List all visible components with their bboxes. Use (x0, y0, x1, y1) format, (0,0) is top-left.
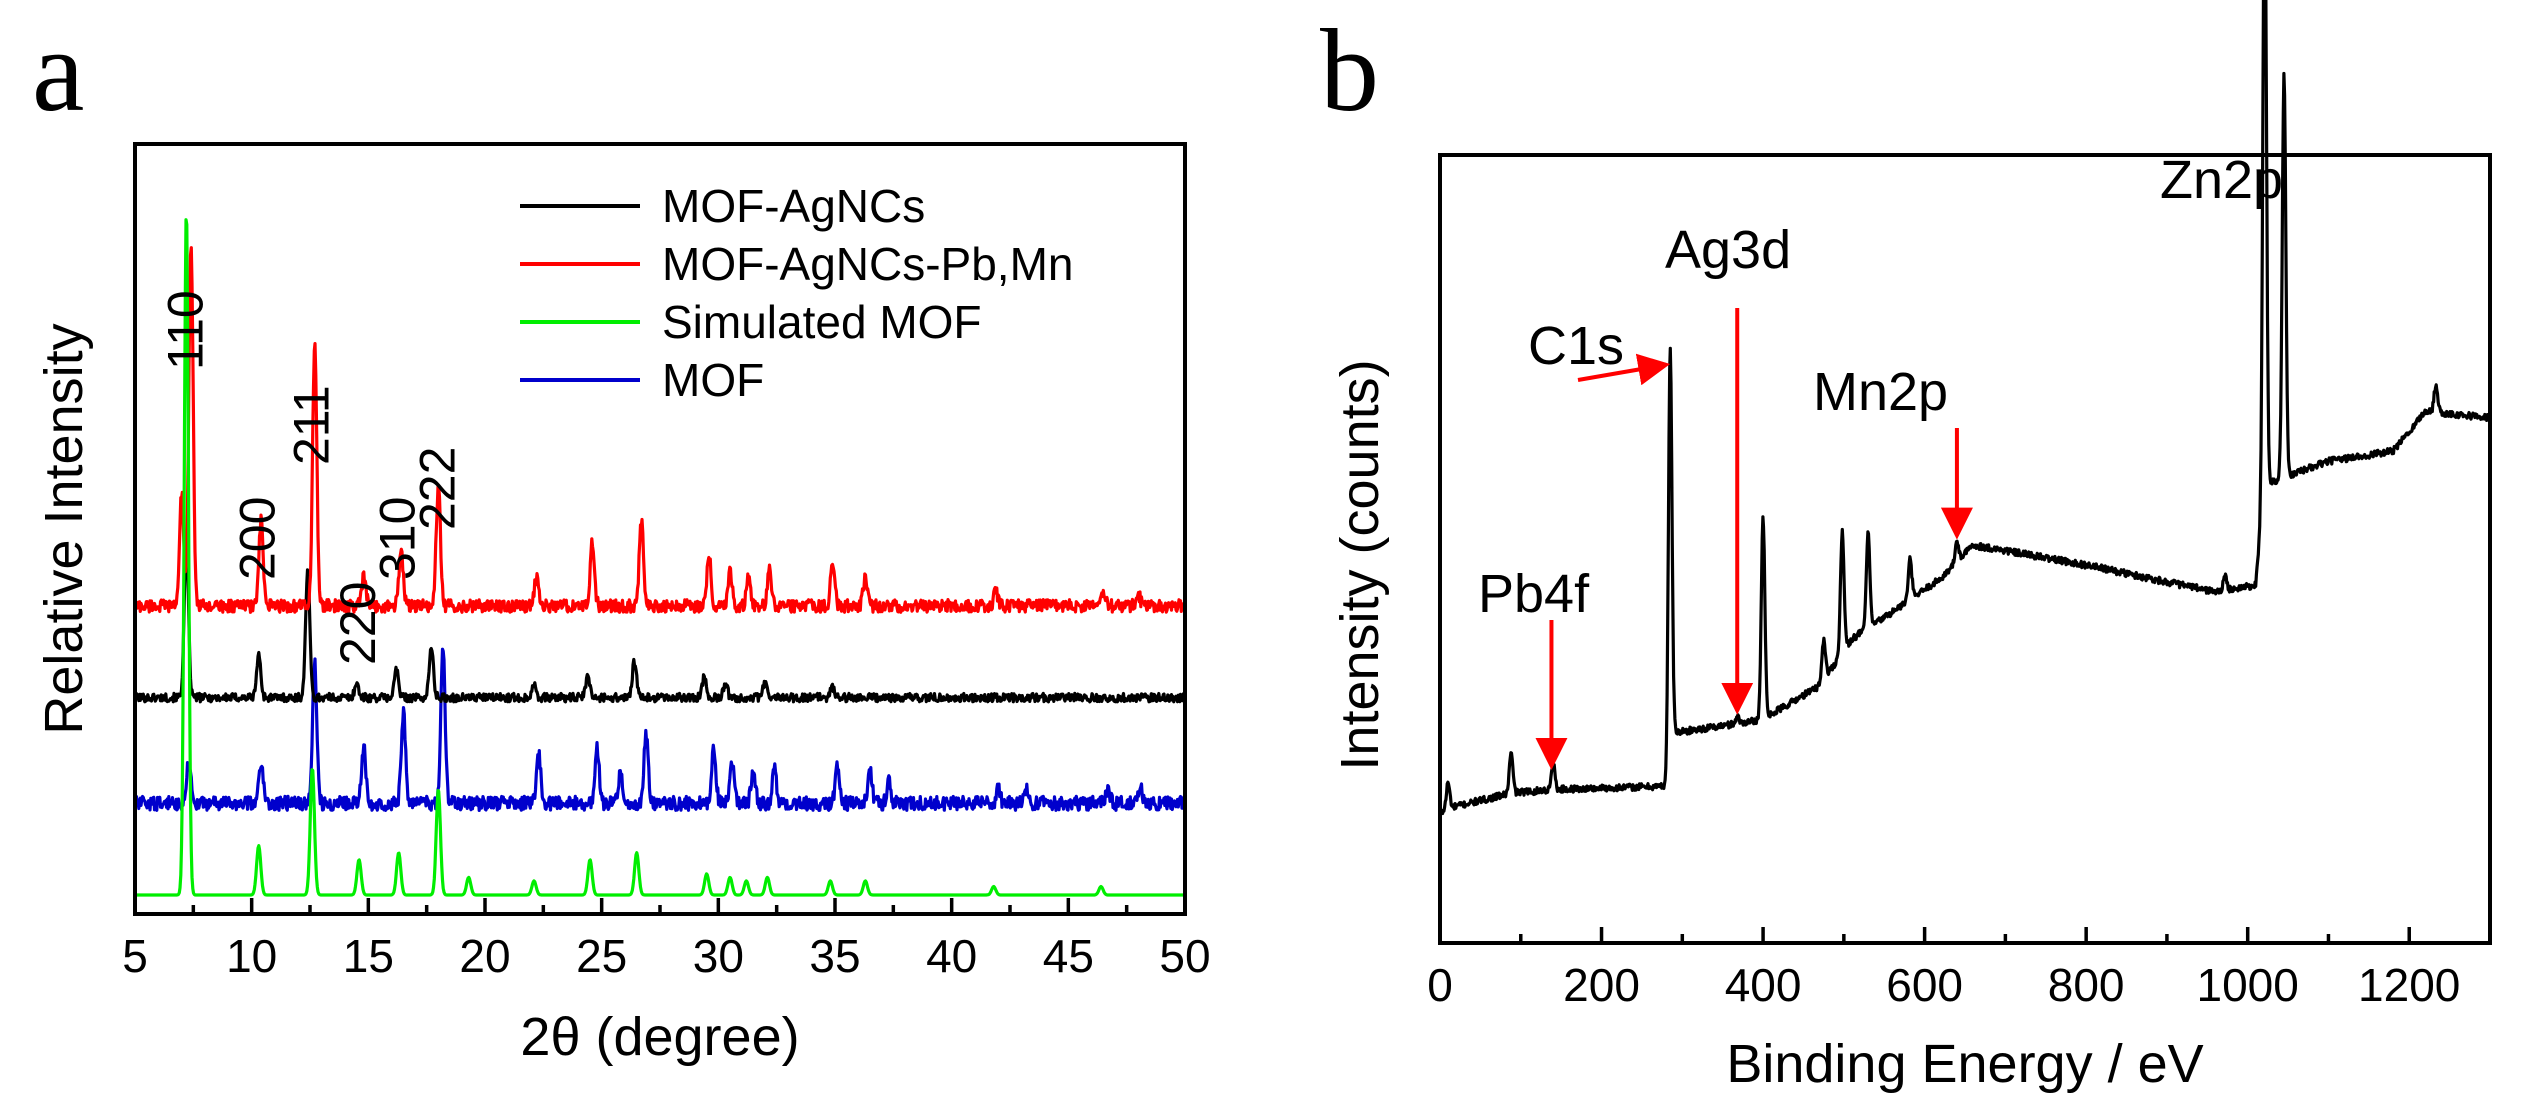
panel-b-y-axis-title: Intensity (counts) (1330, 359, 1390, 770)
panel-a-legend-label: MOF-AgNCs-Pb,Mn (662, 238, 1073, 290)
panel-b-x-tick-label: 1200 (2358, 959, 2460, 1011)
panel-a-series-mof-agncs (133, 540, 1186, 704)
panel-b-x-tick-label: 400 (1725, 959, 1802, 1011)
panel-b-x-tick-label: 600 (1886, 959, 1963, 1011)
panel-a-x-tick-label: 30 (693, 930, 744, 982)
panel-a-peak-label: 110 (157, 290, 213, 370)
panel-a-x-tick-label: 45 (1043, 930, 1094, 982)
panel-a-xrd-chart: a 5 10 15 20 25 30 35 40 45 50 2θ (degree) Relati… (32, 5, 1211, 1067)
panel-a-series-mof (133, 647, 1187, 812)
panel-a-peak-label: 220 (330, 582, 386, 665)
panel-a-x-ticks: 5 10 15 20 25 30 35 40 45 50 (122, 898, 1211, 982)
panel-b-annotation-pb4f: Pb4f (1478, 564, 1590, 624)
panel-a-x-tick-label: 20 (459, 930, 510, 982)
panel-a-x-tick-label: 35 (809, 930, 860, 982)
panel-a-series-mof-agncs-pb-mn (133, 246, 1187, 614)
panel-a-legend: MOF-AgNCs MOF-AgNCs-Pb,Mn Simulated MOF MOF (520, 180, 1073, 406)
panel-b-x-tick-label: 200 (1563, 959, 1640, 1011)
panel-b-x-tick-label: 0 (1427, 959, 1453, 1011)
panel-b-annotation-c1s: C1s (1528, 316, 1624, 376)
panel-a-legend-label: MOF-AgNCs (662, 180, 925, 232)
panel-b-series-xps-survey (1438, 0, 2492, 816)
panel-b-annotation-mn2p: Mn2p (1813, 362, 1948, 422)
panel-b-x-tick-label: 800 (2048, 959, 2125, 1011)
panel-b-axes-frame (1438, 153, 2492, 945)
panel-b-xps-chart: b 0 200 400 600 800 1000 1200 Binding Energy /… (1320, 0, 2492, 1094)
panel-a-x-tick-label: 50 (1159, 930, 1210, 982)
panel-b-peak-annotations: Pb4f C1s Ag3d Mn2p Zn2p (1478, 150, 2283, 770)
panel-a-legend-label: MOF (662, 354, 764, 406)
panel-a-x-tick-label: 40 (926, 930, 977, 982)
panel-a-x-tick-label: 15 (343, 930, 394, 982)
panel-b-annotation-zn2p: Zn2p (2160, 150, 2283, 210)
panel-b-x-axis-title: Binding Energy / eV (1726, 1034, 2203, 1094)
panel-a-peak-label: 310 (370, 497, 426, 580)
panel-b-arrow-c1s (1577, 353, 1671, 386)
panel-b-letter: b (1320, 5, 1379, 136)
panel-a-legend-label: Simulated MOF (662, 296, 982, 348)
panel-a-x-tick-label: 10 (226, 930, 277, 982)
panel-a-peak-label: 211 (283, 385, 339, 465)
panel-a-series-simulated-mof (134, 218, 1186, 897)
panel-a-x-tick-label: 5 (122, 930, 148, 982)
panel-a-letter: a (32, 5, 84, 136)
panel-a-peak-label: 222 (409, 447, 465, 530)
panel-b-annotation-ag3d: Ag3d (1665, 220, 1791, 280)
panel-a-x-axis-title: 2θ (degree) (520, 1007, 799, 1067)
panel-a-peak-label: 200 (230, 497, 286, 580)
panel-a-series-group (133, 218, 1187, 897)
panel-b-series-group (1438, 0, 2492, 816)
panel-a-x-tick-label: 25 (576, 930, 627, 982)
panel-b-x-tick-label: 1000 (2197, 959, 2299, 1011)
panel-b-x-ticks: 0 200 400 600 800 1000 1200 (1427, 927, 2460, 1011)
panel-a-y-axis-title: Relative Intensity (34, 323, 94, 734)
